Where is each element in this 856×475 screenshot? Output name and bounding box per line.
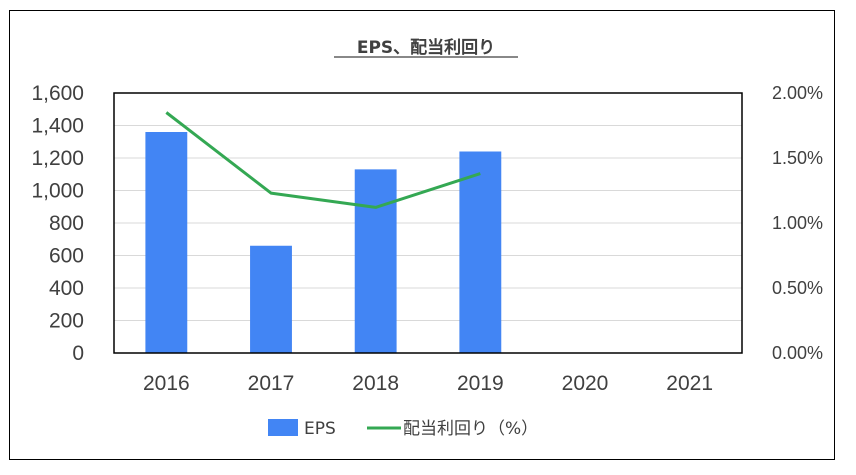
y-right-tick-label: 1.50% [772, 148, 823, 168]
y-left-tick-label: 800 [49, 212, 84, 235]
bar-eps-2017 [250, 245, 292, 353]
y-axis-left-ticks: 0 200 400 600 800 1,000 1,200 1,400 1,600 [31, 82, 84, 365]
bar-eps-2018 [354, 169, 397, 353]
bar-eps-2016 [145, 132, 188, 353]
legend: EPS 配当利回り（%） [268, 419, 538, 439]
y-left-tick-label: 1,000 [31, 180, 84, 203]
chart-title: EPS、配当利回り [357, 37, 495, 58]
y-left-tick-label: 1,600 [31, 82, 84, 105]
y-right-tick-label: 1.00% [772, 213, 823, 233]
y-left-tick-label: 400 [49, 277, 84, 300]
bar-eps-2019 [459, 151, 502, 353]
y-left-tick-label: 1,400 [31, 115, 84, 138]
y-left-tick-label: 600 [49, 245, 84, 268]
y-right-tick-label: 2.00% [772, 83, 823, 103]
plot-area-border [113, 92, 743, 354]
x-tick-label: 2020 [562, 372, 609, 395]
y-right-tick-label: 0.50% [772, 278, 823, 298]
x-tick-label: 2017 [248, 372, 295, 395]
x-tick-label: 2018 [352, 372, 399, 395]
x-tick-label: 2019 [457, 372, 504, 395]
bar-series-eps [145, 132, 502, 353]
y-axis-right-ticks: 0.00% 0.50% 1.00% 1.50% 2.00% [772, 83, 823, 363]
legend-swatch-eps [268, 419, 298, 436]
x-axis-ticks: 2016 2017 2018 2019 2020 2021 [143, 372, 713, 395]
line-series-dividend-yield [165, 111, 481, 209]
y-left-tick-label: 1,200 [31, 147, 84, 170]
legend-label-eps: EPS [304, 419, 336, 439]
y-left-tick-label: 0 [72, 342, 84, 365]
y-right-tick-label: 0.00% [772, 343, 823, 363]
gridlines [114, 125, 742, 321]
x-tick-label: 2021 [666, 372, 713, 395]
x-tick-label: 2016 [143, 372, 190, 395]
y-left-tick-label: 200 [49, 310, 84, 333]
legend-label-dividend-yield: 配当利回り（%） [403, 419, 538, 439]
